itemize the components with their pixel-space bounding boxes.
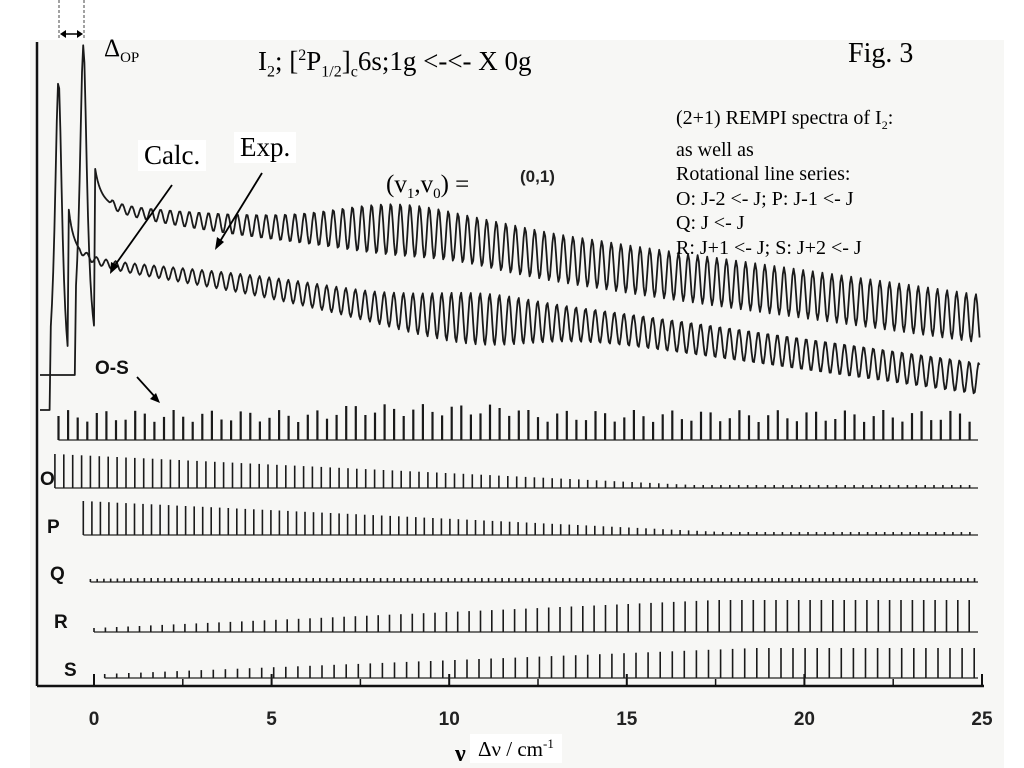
delta-arrow-head-left	[60, 30, 66, 38]
series-label: S	[64, 660, 77, 681]
band-label: (v1,v0) =	[386, 171, 470, 202]
x-tick-label: 20	[794, 709, 815, 730]
series-label: O	[40, 469, 55, 490]
series-label: O-S	[95, 358, 129, 379]
x-axis-symbol: ν	[455, 741, 466, 767]
info-line-3: Rotational line series:	[676, 163, 851, 185]
delta-op-label: ΔOP	[104, 35, 140, 66]
calc-arrow-head	[110, 262, 119, 274]
calc-spectrum-line	[40, 82, 981, 411]
series-label: Q	[50, 564, 65, 585]
delta-arrow-head-right	[77, 30, 83, 38]
x-tick-label: 5	[266, 709, 277, 730]
info-line-2: as well as	[676, 138, 754, 161]
fig-label: Fig. 3	[848, 38, 914, 69]
x-axis-label: Δν / cm-1	[470, 734, 562, 763]
figure-title: I2; [2P1/2]c6s;1g <-<- X 0g	[258, 46, 532, 81]
calc-label: Calc.	[138, 140, 207, 171]
series-label: R	[54, 612, 68, 633]
series-label: P	[47, 517, 60, 538]
x-tick-label: 10	[439, 709, 460, 730]
info-line-4: O: J-2 <- J; P: J-1 <- J	[676, 187, 854, 210]
x-tick-label: 25	[971, 709, 993, 730]
calc-arrow-line	[112, 184, 173, 269]
os-arrow-line	[136, 376, 157, 399]
info-text-block: (2+1) REMPI spectra of I2: as well as Ro…	[676, 106, 893, 260]
x-tick-label: 0	[89, 709, 100, 730]
exp-spectrum-line	[40, 44, 981, 376]
exp-label: Exp.	[234, 132, 297, 163]
info-line-5: Q: J <- J	[676, 212, 745, 234]
exp-arrow-line	[218, 172, 263, 244]
info-line-6: R: J+1 <- J; S: J+2 <- J	[676, 236, 862, 259]
exp-arrow-head	[215, 237, 224, 250]
band-value: (0,1)	[520, 167, 555, 186]
os-arrow-head	[150, 393, 160, 403]
info-line-1: (2+1) REMPI spectra of I2:	[676, 107, 894, 132]
x-tick-label: 15	[616, 709, 638, 730]
